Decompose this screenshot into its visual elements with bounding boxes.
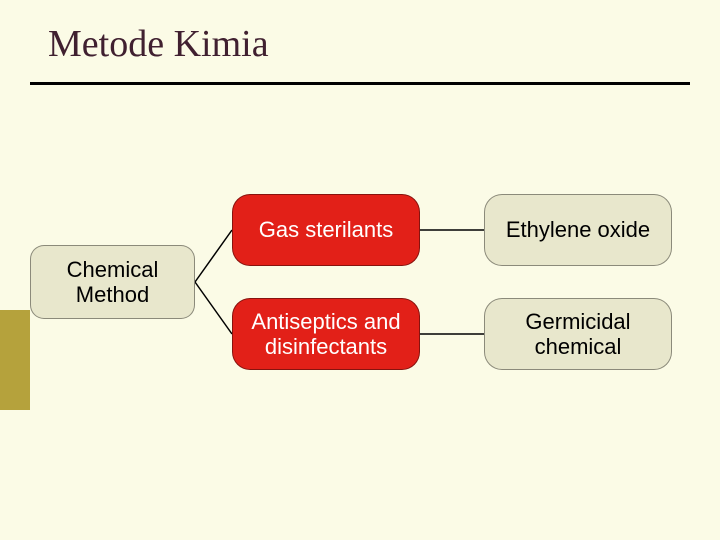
node-ethylene-oxide: Ethylene oxide: [484, 194, 672, 266]
node-chemical-method: Chemical Method: [30, 245, 195, 319]
connector-line: [195, 230, 232, 282]
node-label: Gas sterilants: [259, 217, 394, 242]
node-germicidal-chemical: Germicidal chemical: [484, 298, 672, 370]
slide: Metode Kimia Chemical Method Gas sterila…: [0, 0, 720, 540]
node-label: Antiseptics and disinfectants: [241, 309, 411, 360]
node-label: Chemical Method: [39, 257, 186, 308]
node-antiseptics: Antiseptics and disinfectants: [232, 298, 420, 370]
node-label: Germicidal chemical: [493, 309, 663, 360]
node-gas-sterilants: Gas sterilants: [232, 194, 420, 266]
node-label: Ethylene oxide: [506, 217, 650, 242]
connector-line: [195, 282, 232, 334]
